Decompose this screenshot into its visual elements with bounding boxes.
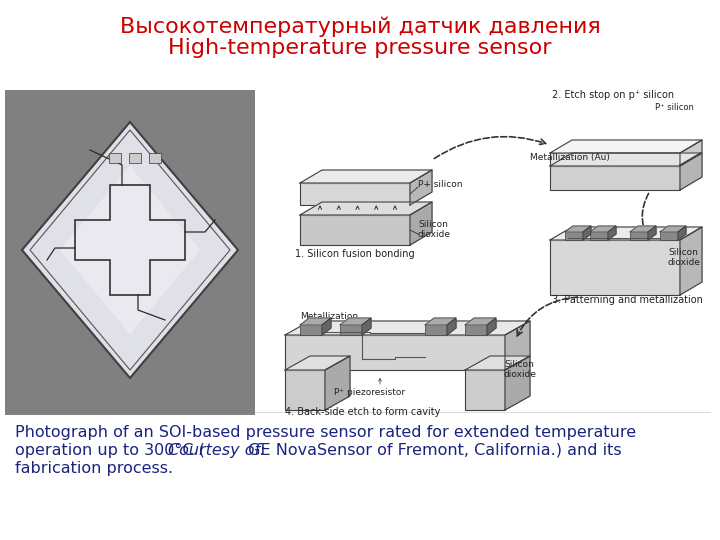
Text: 4. Back-side etch to form cavity: 4. Back-side etch to form cavity xyxy=(285,407,441,417)
Bar xyxy=(109,153,121,163)
Polygon shape xyxy=(410,170,432,205)
Polygon shape xyxy=(680,153,702,190)
Text: 1. Silicon fusion bonding: 1. Silicon fusion bonding xyxy=(295,249,415,259)
Bar xyxy=(565,232,583,240)
Polygon shape xyxy=(680,227,702,295)
Polygon shape xyxy=(550,227,702,240)
Polygon shape xyxy=(410,202,432,245)
Polygon shape xyxy=(608,226,616,240)
Bar xyxy=(285,335,505,370)
Text: P⁺ piezoresistor: P⁺ piezoresistor xyxy=(334,388,405,397)
Polygon shape xyxy=(590,226,616,232)
Polygon shape xyxy=(285,321,530,335)
Polygon shape xyxy=(505,321,530,370)
Bar xyxy=(340,325,362,335)
Bar xyxy=(300,325,322,335)
Bar xyxy=(129,153,141,163)
Polygon shape xyxy=(550,153,702,166)
Text: Высокотемпературный датчик давления: Высокотемпературный датчик давления xyxy=(120,17,600,37)
Bar xyxy=(465,325,487,335)
Text: Silicon
dioxide: Silicon dioxide xyxy=(668,248,701,267)
Text: Silicon
dioxide: Silicon dioxide xyxy=(504,360,537,379)
Text: operation up to 300°C (: operation up to 300°C ( xyxy=(15,442,205,457)
Polygon shape xyxy=(447,318,456,335)
Polygon shape xyxy=(487,318,496,335)
Polygon shape xyxy=(583,226,591,240)
Bar xyxy=(660,232,678,240)
Polygon shape xyxy=(630,226,656,232)
Polygon shape xyxy=(325,356,350,410)
Polygon shape xyxy=(425,318,456,325)
Polygon shape xyxy=(680,140,702,165)
Bar xyxy=(630,232,648,240)
Bar xyxy=(550,153,680,165)
Bar xyxy=(465,370,505,410)
Text: 2. Etch stop on p⁺ silicon: 2. Etch stop on p⁺ silicon xyxy=(552,90,674,100)
Polygon shape xyxy=(678,226,686,240)
Polygon shape xyxy=(300,170,432,183)
Text: GE NovaSensor of Fremont, California.) and its: GE NovaSensor of Fremont, California.) a… xyxy=(243,442,621,457)
Polygon shape xyxy=(285,356,350,370)
Polygon shape xyxy=(60,166,200,334)
Text: High-temperature pressure sensor: High-temperature pressure sensor xyxy=(168,38,552,58)
Bar xyxy=(550,166,680,190)
Polygon shape xyxy=(648,226,656,240)
Text: Silicon
dioxide: Silicon dioxide xyxy=(418,220,451,239)
Polygon shape xyxy=(322,318,331,335)
Text: Photograph of an SOI-based pressure sensor rated for extended temperature: Photograph of an SOI-based pressure sens… xyxy=(15,424,636,440)
Bar xyxy=(550,240,680,295)
Polygon shape xyxy=(465,356,530,370)
Bar xyxy=(590,232,608,240)
Polygon shape xyxy=(565,226,591,232)
Polygon shape xyxy=(340,318,371,325)
Polygon shape xyxy=(550,140,702,153)
Bar xyxy=(425,325,447,335)
Text: Metallization: Metallization xyxy=(300,312,358,321)
Text: P+ silicon: P+ silicon xyxy=(418,180,462,189)
Polygon shape xyxy=(660,226,686,232)
Polygon shape xyxy=(300,202,432,215)
Text: 3. Patterning and metallization: 3. Patterning and metallization xyxy=(552,295,703,305)
Text: fabrication process.: fabrication process. xyxy=(15,461,173,476)
Polygon shape xyxy=(465,318,496,325)
Polygon shape xyxy=(362,318,371,335)
Text: P⁺ silicon: P⁺ silicon xyxy=(655,103,694,112)
Bar xyxy=(149,153,161,163)
Bar xyxy=(300,183,410,205)
Polygon shape xyxy=(22,122,238,378)
Text: Courtesy of:: Courtesy of: xyxy=(168,442,266,457)
Polygon shape xyxy=(300,318,331,325)
Bar xyxy=(300,215,410,245)
Polygon shape xyxy=(505,356,530,410)
Bar xyxy=(285,370,325,410)
Text: Metallization (Au): Metallization (Au) xyxy=(530,153,610,162)
